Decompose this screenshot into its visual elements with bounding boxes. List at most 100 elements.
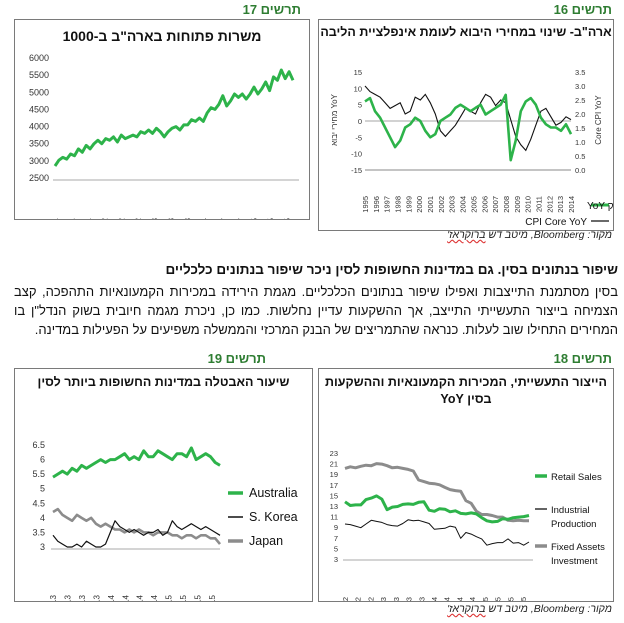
chart-19-y-tick: 4.5 <box>32 498 45 508</box>
chart-16-x-tick: 2014 <box>567 196 576 213</box>
chart-19-legend-label: Japan <box>249 534 283 548</box>
figure-label-16: תרשים 16 <box>553 2 612 17</box>
chart-16-legend-label: מדד מחירי היבוא ללא דלק YoY <box>587 200 613 212</box>
chart-19-x-tick: 01/2013 <box>49 594 58 601</box>
chart-16-y-left-tick: -5 <box>355 133 362 142</box>
chart-16-x-tick: 2008 <box>502 196 511 213</box>
chart-18-x-tick: 05/2015 <box>494 597 503 601</box>
chart-17-y-tick: 3000 <box>29 156 49 166</box>
chart-16-x-tick: 2003 <box>448 196 457 213</box>
chart-18-series-fixed-assets <box>344 462 529 523</box>
chart-18-x-tick: 11/2014 <box>468 597 477 601</box>
chart-18-legend-label: Investment <box>551 556 598 567</box>
chart-19-plot: 3 3.5 4 4.5 5 5.5 6 6.5 01/2013 04/2013 07/2013 10/… <box>32 440 298 601</box>
chart-18-x-tick: 05/2013 <box>392 597 401 601</box>
chart-17-y-tick: 5500 <box>29 70 49 80</box>
chart-16-x-tick: 2007 <box>491 196 500 213</box>
chart-18-y-tick: 3 <box>334 555 338 564</box>
chart-17-x-tick: 01/2012 <box>101 217 110 219</box>
chart-16-x-tick: 2004 <box>459 196 468 213</box>
chart-16-y-right-tick: 0.5 <box>575 152 585 161</box>
chart-19-y-tick: 3 <box>40 542 45 552</box>
chart-18-title: הייצור התעשייתי, המכירות הקמעונאיות וההש… <box>325 375 607 406</box>
chart-16-y-left-tick: -10 <box>351 150 362 159</box>
chart-18-x-tick: 08/2013 <box>405 597 414 601</box>
chart-17-x-tick: 05/2015 <box>266 217 275 219</box>
chart-16-y-left-label: מחירי יבוא YoY <box>330 93 339 145</box>
chart-18-y-tick: 7 <box>334 534 338 543</box>
chart-18-x-tick: 02/2015 <box>481 597 490 601</box>
chart-19-title: שיעור האבטלה במדינות החשופות ביותר לסין <box>37 375 290 389</box>
chart-17-x-tick: 05/2014 <box>217 217 226 219</box>
chart-18-legend-label: Retail Sales <box>551 472 602 483</box>
chart-16-y-right-tick: 2.5 <box>575 96 585 105</box>
chart-16-legend-label: CPI Core YoY <box>525 217 587 228</box>
source-underlined-text: ברוקראז' <box>447 229 486 241</box>
chart-18-y-tick: 11 <box>330 513 338 522</box>
article-paragraph: בסין מסתמנת התייצבות ואפילו שיפור בנתוני… <box>14 284 618 337</box>
chart-19-x-tick: 01/2015 <box>165 594 174 601</box>
chart-16-x-tick: 1995 <box>361 196 370 213</box>
chart-16-y-left-tick: 5 <box>358 101 362 110</box>
source-underlined-text: ברוקראז' <box>447 603 486 615</box>
chart-18-y-tick: 21 <box>330 460 338 469</box>
chart-18-x-tick: 05/2014 <box>443 597 452 601</box>
chart-17-x-tick: 09/2013 <box>184 217 193 219</box>
chart-17-y-tick: 4500 <box>29 104 49 114</box>
figure-label-17: תרשים 17 <box>242 2 301 17</box>
article-heading: שיפור בנתונים בסין. גם במדינות החשופות ל… <box>165 262 618 277</box>
chart-19-x-tick: 07/2013 <box>78 594 87 601</box>
chart-16-x-tick: 2005 <box>469 196 478 213</box>
chart-18-series-industrial-production <box>344 519 530 546</box>
chart-18-y-tick: 15 <box>330 491 338 500</box>
chart-19-x-tick: 04/2013 <box>63 594 72 601</box>
chart-17-title: משרות פתוחות בארה"ב ב-1000 <box>62 28 262 44</box>
chart-17-x-tick: 09/2012 <box>134 217 143 219</box>
chart-18-x-tick: 02/2013 <box>379 597 388 601</box>
chart-16-x-tick: 2002 <box>437 196 446 213</box>
chart-17-y-tick: 2500 <box>29 173 49 183</box>
chart-16-y-right-tick: 0.0 <box>575 166 585 175</box>
chart-16-x-tick: 2006 <box>480 196 489 213</box>
chart-18-x-tick: 02/2014 <box>430 597 439 601</box>
chart-16-x-tick: 2001 <box>426 196 435 213</box>
chart-16-y-right-label: Core CPI YoY <box>594 95 603 145</box>
figure-label-18: תרשים 18 <box>553 351 612 366</box>
chart-16-y-left-tick: -15 <box>351 166 362 175</box>
chart-19-x-tick: 10/2015 <box>208 594 217 601</box>
chart-19-x-tick: 10/2014 <box>150 594 159 601</box>
chart-16-x-tick: 1998 <box>394 196 403 213</box>
chart-16-title: ארה"ב- שינוי במחירי היבוא לעומת אינפלציי… <box>320 25 612 39</box>
chart-16-series-import-prices <box>364 93 573 162</box>
chart-17-series-line <box>53 68 295 167</box>
chart-19-y-tick: 6 <box>40 455 45 465</box>
chart-18-x-tick: 11/2013 <box>417 597 426 601</box>
chart-16-y-right-tick: 2.0 <box>575 110 585 119</box>
chart-19-x-tick: 04/2014 <box>121 594 130 601</box>
chart-16-y-left-tick: 15 <box>354 68 362 77</box>
chart-19-y-tick: 6.5 <box>32 440 45 450</box>
chart-17-y-tick: 6000 <box>29 53 49 63</box>
chart-17-x-tick: 09/2014 <box>233 217 242 219</box>
chart-17-y-tick: 3500 <box>29 139 49 149</box>
chart-19-y-tick: 3.5 <box>32 527 45 537</box>
source-top: מקור: Bloomberg, מיטב דש ברוקראז' <box>447 229 612 241</box>
chart-17-x-tick: 01/2011 <box>51 217 60 219</box>
chart-16-x-tick: 1999 <box>404 196 413 213</box>
chart-18-frame: הייצור התעשייתי, המכירות הקמעונאיות וההש… <box>318 368 614 602</box>
chart-19-x-tick: 10/2013 <box>92 594 101 601</box>
chart-17-x-tick: 01/2014 <box>200 217 209 219</box>
chart-19-x-tick: 01/2014 <box>107 594 116 601</box>
chart-19-legend-label: S. Korea <box>249 510 298 524</box>
chart-17-x-tick: 09/2015 <box>283 217 292 219</box>
chart-16-x-tick: 2013 <box>556 196 565 213</box>
chart-18-y-tick: 13 <box>330 502 338 511</box>
chart-17-y-tick: 5000 <box>29 87 49 97</box>
chart-19-x-tick: 04/2015 <box>179 594 188 601</box>
chart-19-frame: שיעור האבטלה במדינות החשופות ביותר לסין … <box>14 368 313 602</box>
chart-17-plot: 2500 3000 3500 4000 4500 5000 5500 6000 01/2011 0… <box>29 53 299 219</box>
chart-16-x-tick: 2009 <box>513 196 522 213</box>
chart-16-x-tick: 2012 <box>545 196 554 213</box>
chart-16-x-tick: 2011 <box>534 196 543 212</box>
